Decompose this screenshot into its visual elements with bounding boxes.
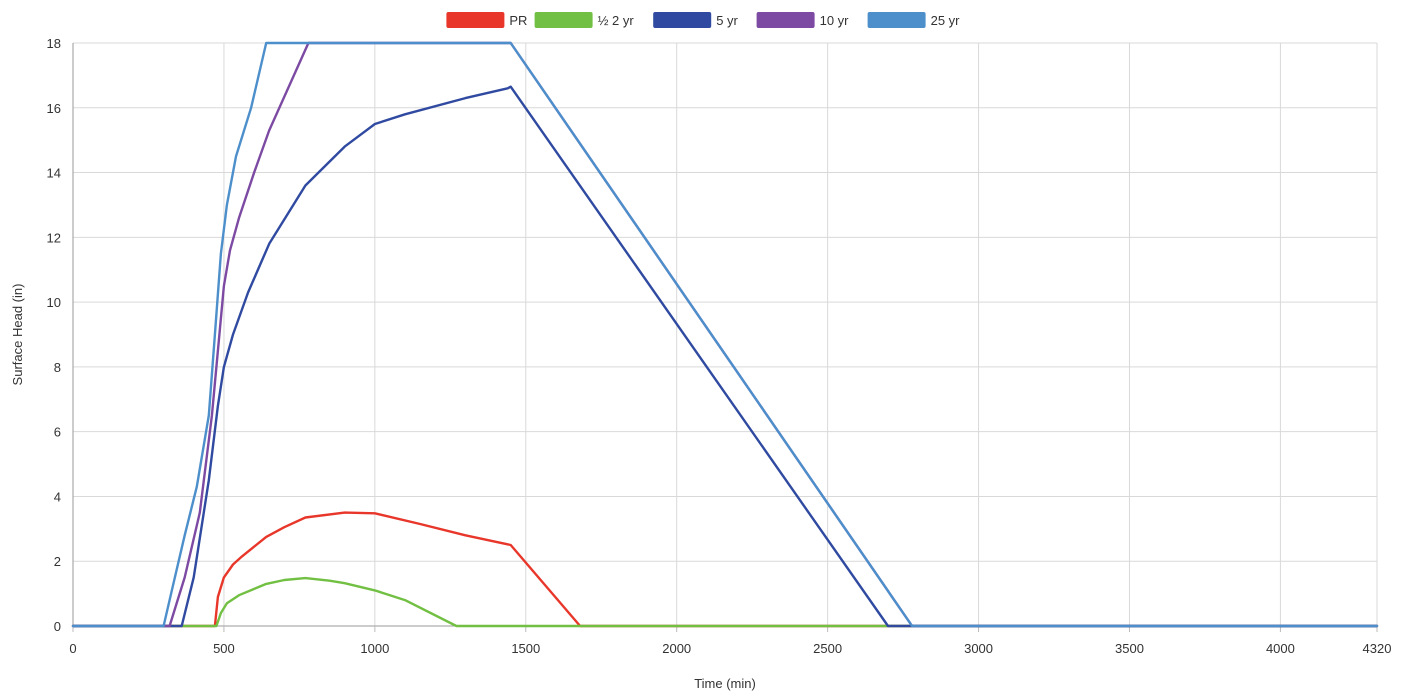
y-axis-title: Surface Head (in): [10, 284, 25, 386]
x-tick-label: 2000: [662, 641, 691, 656]
legend-swatch: [756, 12, 815, 28]
legend-swatch: [653, 12, 712, 28]
legend-swatch: [534, 12, 593, 28]
y-tick-label: 18: [47, 36, 61, 51]
legend-label: 5 yr: [716, 13, 738, 28]
y-tick-label: 4: [54, 489, 61, 504]
legend-swatch: [446, 12, 505, 28]
y-tick-label: 2: [54, 554, 61, 569]
x-tick-label: 3500: [1115, 641, 1144, 656]
legend-item-2[interactable]: 5 yr: [653, 12, 739, 28]
x-axis-ticks: 0 500 1000 1500 2000 2500 3000 3500 4000 4320: [69, 626, 1391, 656]
x-tick-label: 4000: [1266, 641, 1295, 656]
y-tick-label: 6: [54, 425, 61, 440]
legend-label: 10 yr: [820, 13, 850, 28]
y-tick-label: 0: [54, 619, 61, 634]
chart-series: [71, 41, 1379, 628]
series-line-0: [71, 511, 1379, 628]
x-axis-title: Time (min): [694, 676, 756, 691]
series-line-1: [71, 576, 1379, 628]
x-tick-label: 1000: [360, 641, 389, 656]
y-tick-label: 10: [47, 295, 61, 310]
legend-item-0[interactable]: PR: [446, 12, 527, 28]
y-tick-label: 16: [47, 101, 61, 116]
x-tick-label: 1500: [511, 641, 540, 656]
legend-item-4[interactable]: 25 yr: [867, 12, 961, 28]
legend-swatch: [867, 12, 926, 28]
legend-label: ½ 2 yr: [598, 13, 635, 28]
legend-item-1[interactable]: ½ 2 yr: [534, 12, 635, 28]
y-tick-label: 14: [47, 166, 61, 181]
legend-label: PR: [509, 13, 527, 28]
y-axis-ticks: 0 2 4 6 8 10 12 14 16 18: [47, 36, 61, 634]
legend-item-3[interactable]: 10 yr: [756, 12, 850, 28]
x-tick-label: 4320: [1363, 641, 1392, 656]
x-tick-label: 0: [69, 641, 76, 656]
x-tick-label: 2500: [813, 641, 842, 656]
y-tick-label: 12: [47, 230, 61, 245]
y-tick-label: 8: [54, 360, 61, 375]
x-tick-label: 500: [213, 641, 235, 656]
legend-label: 25 yr: [931, 13, 961, 28]
x-tick-label: 3000: [964, 641, 993, 656]
series-line-2: [71, 85, 1379, 628]
chart-legend[interactable]: PR ½ 2 yr 5 yr 10 yr 25 yr: [446, 12, 960, 28]
series-line-4: [71, 41, 1379, 628]
series-line-3: [71, 41, 1379, 628]
